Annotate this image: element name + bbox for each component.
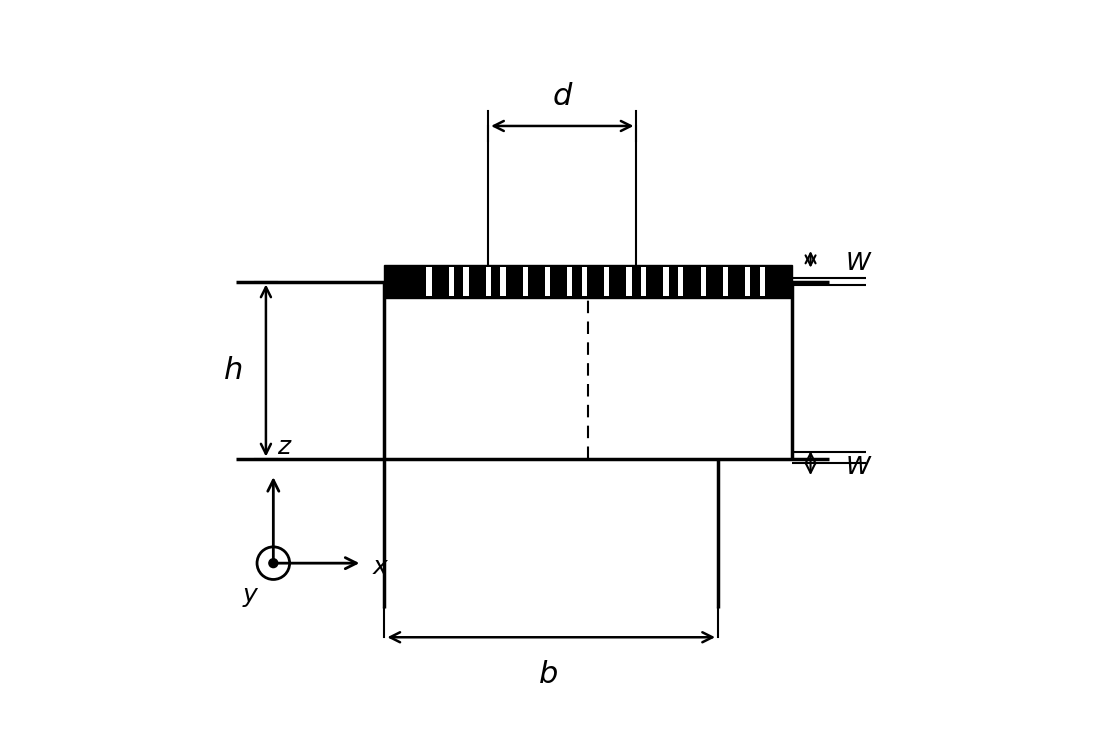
Text: $W$: $W$ xyxy=(845,455,873,479)
Bar xyxy=(604,268,610,296)
Bar xyxy=(664,268,669,296)
Bar xyxy=(678,268,683,296)
Text: $h$: $h$ xyxy=(223,356,242,385)
Bar xyxy=(485,268,491,296)
Bar xyxy=(642,268,646,296)
Text: $W$: $W$ xyxy=(845,251,873,275)
Circle shape xyxy=(269,559,278,568)
Bar xyxy=(522,268,528,296)
Bar xyxy=(581,268,587,296)
Bar xyxy=(500,268,506,296)
Bar xyxy=(426,268,431,296)
Bar xyxy=(463,268,469,296)
Bar xyxy=(760,268,765,296)
Text: $y$: $y$ xyxy=(242,585,260,608)
Bar xyxy=(545,268,550,296)
Text: $z$: $z$ xyxy=(277,436,292,459)
Bar xyxy=(449,268,453,296)
Bar xyxy=(723,268,728,296)
Text: $x$: $x$ xyxy=(372,555,390,579)
Text: $d$: $d$ xyxy=(552,82,573,111)
Bar xyxy=(626,268,632,296)
Text: $b$: $b$ xyxy=(538,659,557,689)
Bar xyxy=(567,268,573,296)
Bar xyxy=(384,265,792,298)
Bar xyxy=(745,268,750,296)
Bar xyxy=(701,268,705,296)
